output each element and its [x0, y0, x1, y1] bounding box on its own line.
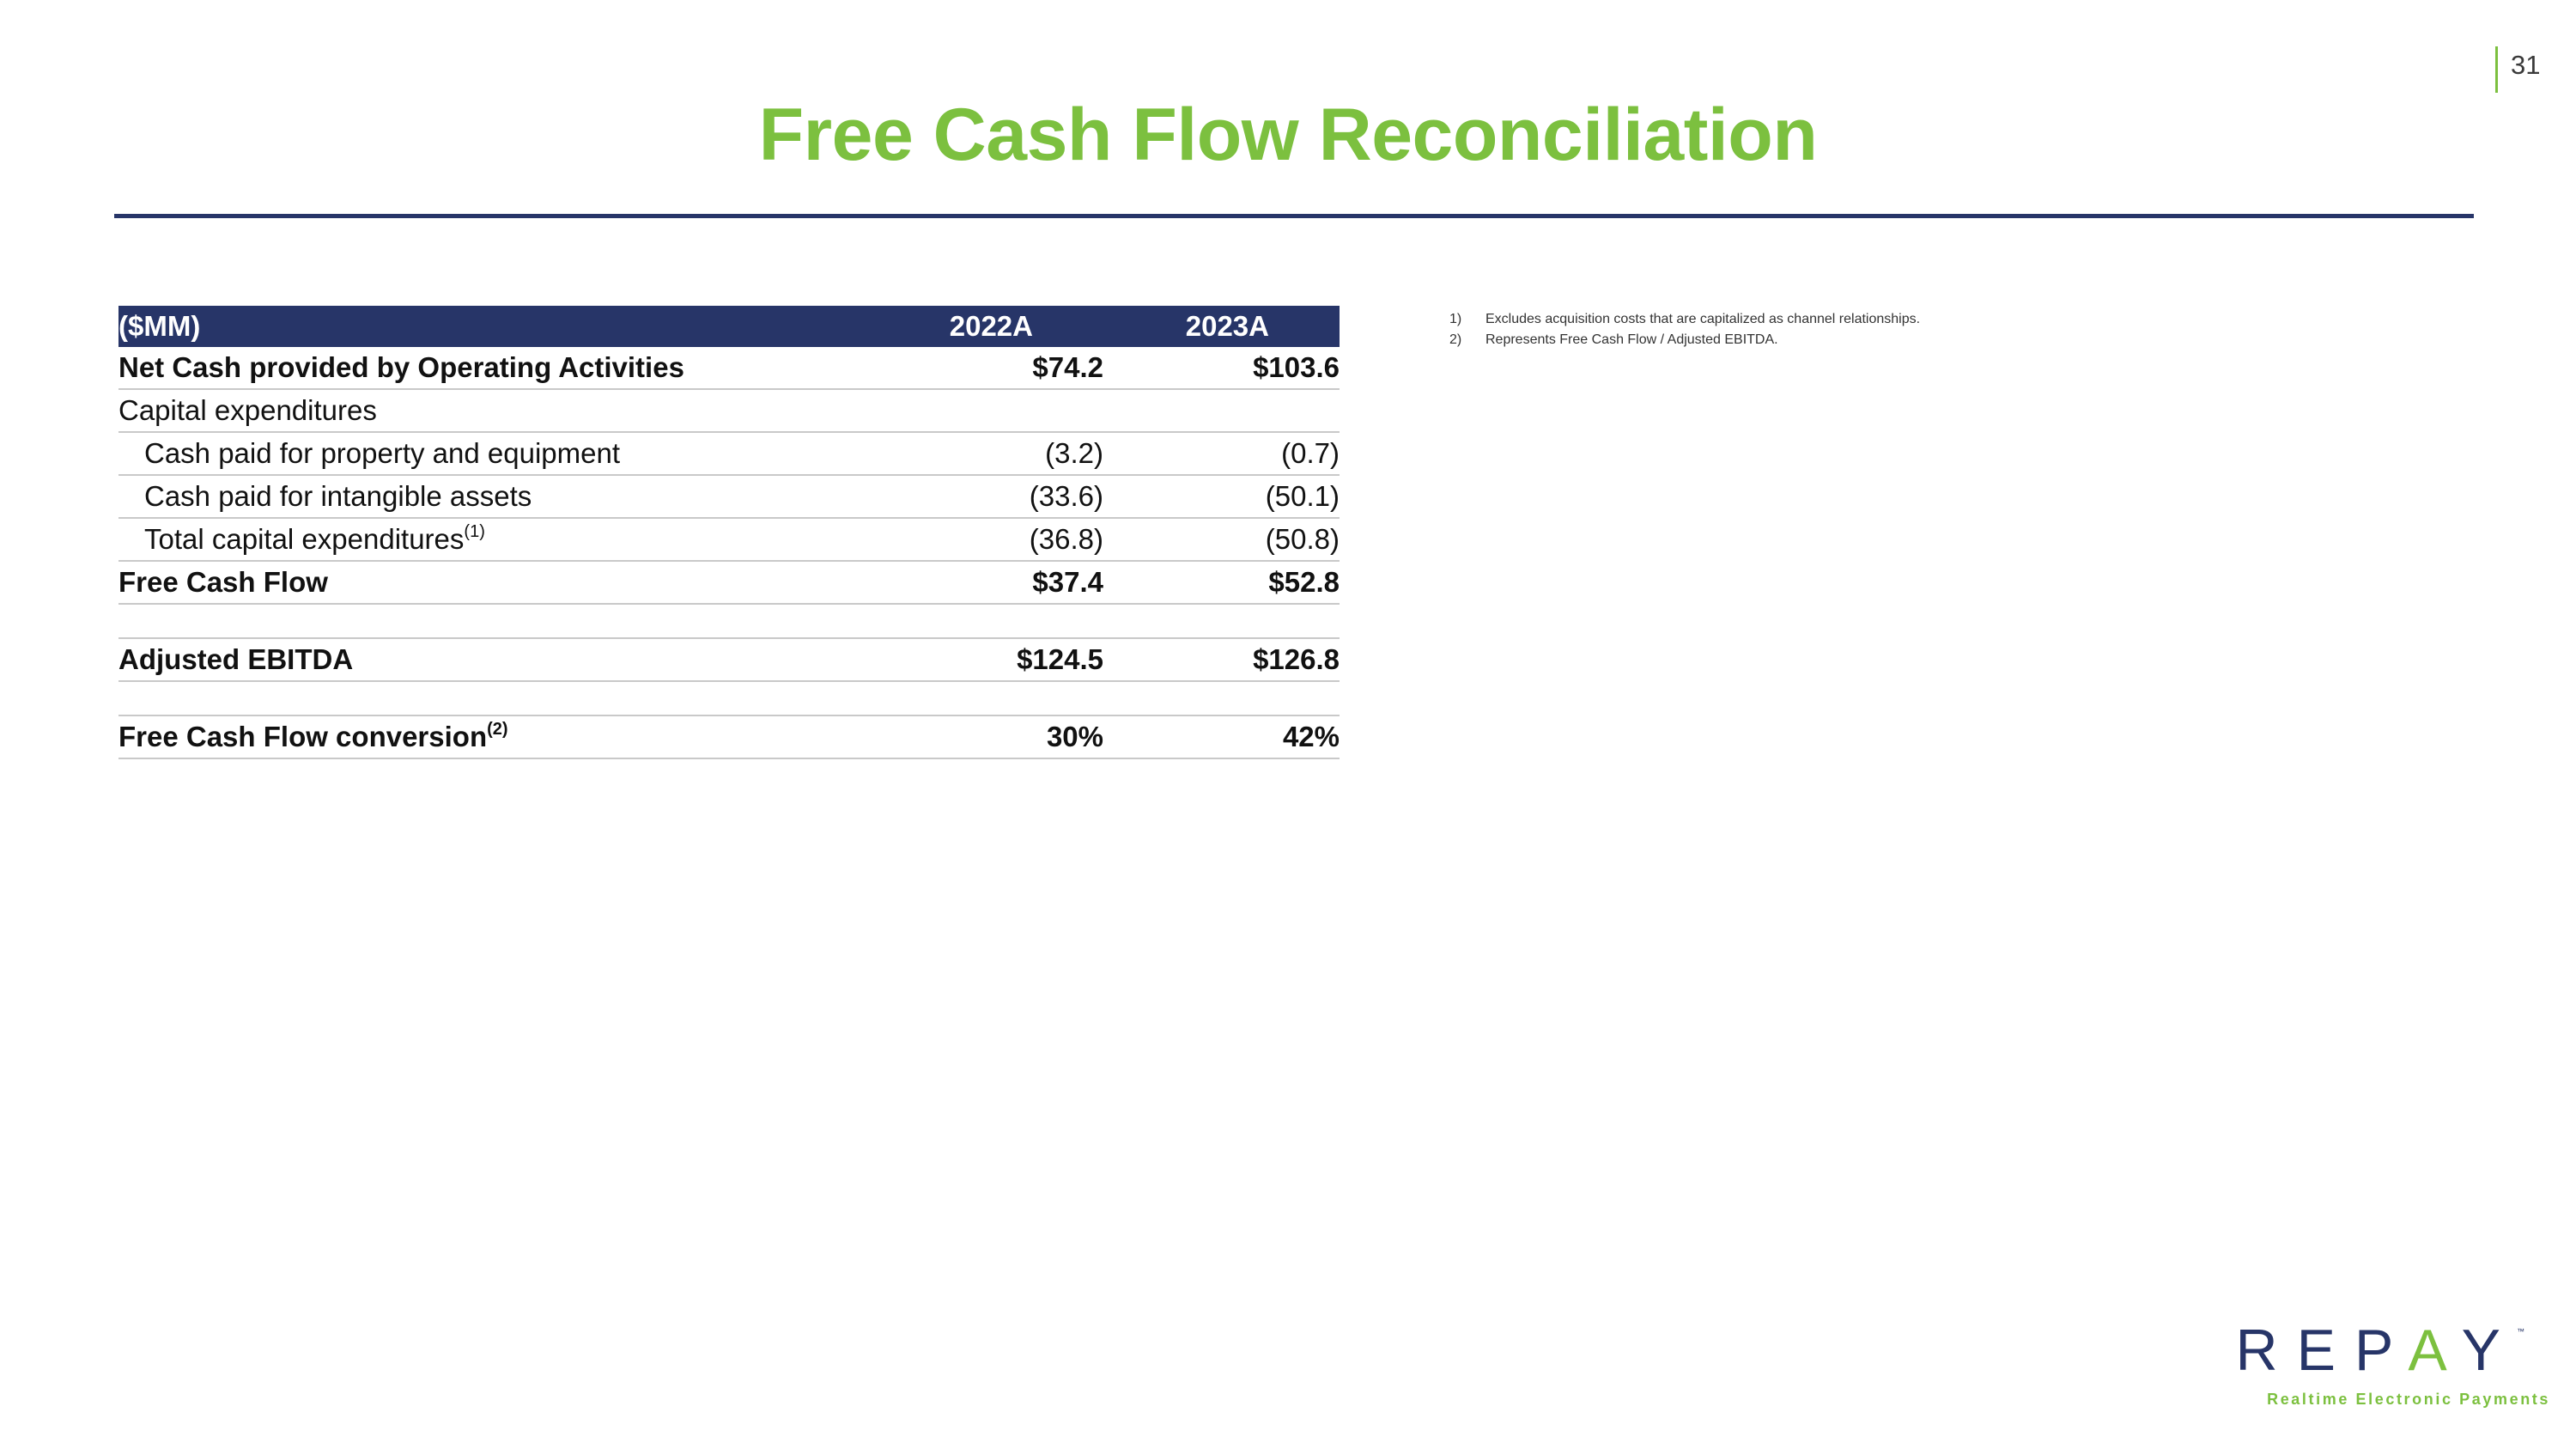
logo-tagline: Realtime Electronic Payments	[2267, 1391, 2550, 1408]
table-row-property-equipment: Cash paid for property and equipment (3.…	[118, 433, 1340, 476]
page-title: Free Cash Flow Reconciliation	[758, 94, 1818, 176]
row-value-2023a: $52.8	[1268, 566, 1340, 598]
row-value-2022a: $74.2	[1032, 351, 1103, 383]
table-row-net-cash-operating: Net Cash provided by Operating Activitie…	[118, 347, 1340, 390]
page-number: 31	[2511, 50, 2541, 80]
row-label: Total capital expenditures(1)	[144, 519, 485, 560]
table-row-free-cash-flow: Free Cash Flow $37.4 $52.8	[118, 562, 1340, 605]
row-label: Free Cash Flow	[118, 566, 328, 598]
footnote-text: Excludes acquisition costs that are capi…	[1485, 312, 1921, 326]
table-row-capital-expenditures: Capital expenditures	[118, 390, 1340, 433]
table-row-intangible-assets: Cash paid for intangible assets (33.6) (…	[118, 476, 1340, 519]
row-label: Cash paid for property and equipment	[144, 437, 621, 469]
row-value-2022a: $37.4	[1032, 566, 1103, 598]
row-value-2023a: $103.6	[1253, 351, 1340, 383]
title-divider	[114, 214, 2474, 218]
row-value-2023a: (50.8)	[1265, 523, 1340, 555]
row-label: Cash paid for intangible assets	[144, 480, 532, 512]
header-2023a: 2023A	[1185, 310, 1269, 342]
header-2022a: 2022A	[949, 310, 1033, 342]
row-value-2022a: (36.8)	[1029, 523, 1103, 555]
table-row-adjusted-ebitda: Adjusted EBITDA $124.5 $126.8	[118, 639, 1340, 682]
row-label-text: Total capital expenditures	[144, 523, 465, 555]
logo-wordmark: REPAY	[2236, 1318, 2519, 1382]
row-value-2023a: $126.8	[1253, 643, 1340, 675]
logo-trademark: ™	[2517, 1327, 2524, 1336]
page-number-divider	[2495, 46, 2498, 93]
row-value-2023a: 42%	[1282, 721, 1340, 752]
logo-wordmark-part: Y	[2461, 1318, 2519, 1383]
header-units-label: ($MM)	[118, 310, 201, 342]
footnote-text: Represents Free Cash Flow / Adjusted EBI…	[1485, 332, 1778, 347]
table-spacer-row	[118, 605, 1340, 639]
footnote-number: 1)	[1449, 312, 1462, 326]
table-row-fcf-conversion: Free Cash Flow conversion(2) 30% 42%	[118, 716, 1340, 759]
row-value-2022a: 30%	[1046, 721, 1103, 752]
footnote-marker: (2)	[487, 720, 508, 739]
row-value-2022a: (33.6)	[1029, 480, 1103, 512]
table-header-row: ($MM) 2022A 2023A	[118, 306, 1340, 347]
row-label: Adjusted EBITDA	[118, 643, 354, 675]
row-value-2022a: (3.2)	[1045, 437, 1103, 469]
row-value-2022a: $124.5	[1017, 643, 1103, 675]
repay-logo: REPAY ™ Realtime Electronic Payments	[2233, 1318, 2550, 1413]
logo-wordmark-accent: A	[2408, 1318, 2462, 1383]
row-label: Capital expenditures	[118, 394, 377, 426]
free-cash-flow-table: ($MM) 2022A 2023A Net Cash provided by O…	[118, 306, 1340, 759]
table-spacer-row	[118, 682, 1340, 716]
table-row-total-capex: Total capital expenditures(1) (36.8) (50…	[118, 519, 1340, 562]
row-value-2023a: (0.7)	[1281, 437, 1340, 469]
row-label-text: Free Cash Flow conversion	[118, 721, 488, 752]
logo-wordmark-part: REP	[2235, 1318, 2409, 1383]
row-value-2023a: (50.1)	[1265, 480, 1340, 512]
footnote-number: 2)	[1449, 332, 1462, 347]
row-label: Net Cash provided by Operating Activitie…	[118, 351, 684, 383]
row-label: Free Cash Flow conversion(2)	[118, 716, 508, 758]
footnote-marker: (1)	[464, 522, 485, 541]
